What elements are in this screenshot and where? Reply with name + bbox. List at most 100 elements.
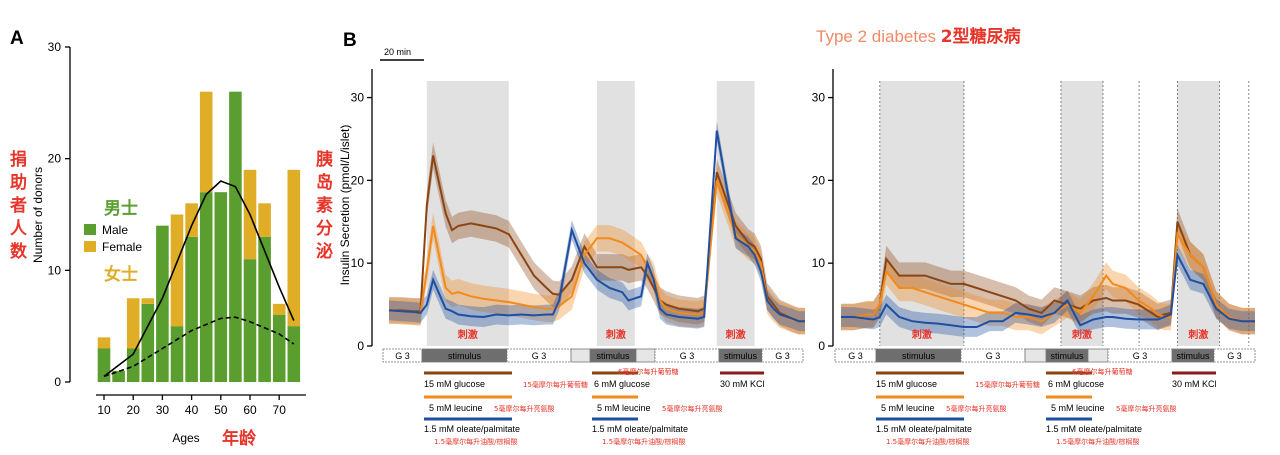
stimulus-shade [716, 81, 755, 346]
y-tick-label: 0 [54, 375, 61, 389]
left-cn-char-5: 数 [10, 241, 28, 262]
bar-female [170, 214, 184, 327]
legend-male-label: Male [102, 223, 128, 237]
protocol-segment [589, 348, 637, 363]
bar-male [272, 315, 286, 382]
glucose15-cn: 15毫摩尔每升葡萄糖 [523, 380, 588, 389]
panel-b-right-plot: 0 10 20 30 刺激 刺激 刺激 [812, 69, 1255, 353]
fit-curve-dashed [103, 316, 295, 378]
glucose6-label: 6 mM glucose [594, 379, 650, 389]
kcl-label: 30 mM KCl [720, 379, 765, 389]
oleate-label: 1.5 mM oleate/palmitate [1046, 424, 1142, 434]
bar-female [199, 91, 213, 193]
panel-b-title: Type 2 diabetes 2型糖尿病 [816, 26, 1021, 47]
x-tick-label: 60 [243, 403, 257, 417]
y-tick-label: 0 [357, 339, 364, 353]
male-cn-label: 男士 [104, 198, 138, 219]
legend-female-swatch [84, 241, 96, 252]
oleate-label: 1.5 mM oleate/palmitate [876, 424, 972, 434]
scale-bar-label: 20 min [384, 47, 411, 57]
series-line [389, 155, 805, 323]
series-error-band [841, 208, 1255, 335]
bar-male [97, 348, 111, 382]
female-cn-label: 女士 [104, 264, 138, 285]
bar-female [141, 298, 155, 304]
panel-a-right-cn: 胰 岛 素 分 泌 [316, 149, 333, 262]
right-cn-char-3: 素 [316, 196, 333, 216]
stimulus-cn-label: 刺激 [1071, 328, 1092, 341]
protocol-segment-label: stimulus [1176, 351, 1210, 361]
bar-male [243, 259, 257, 382]
protocol-segment-label: stimulus [724, 351, 758, 361]
legend-male-swatch [84, 224, 96, 235]
stimulus-shade [879, 81, 964, 346]
panel-a-axes: 0 10 20 30 10 20 30 40 50 60 70 [48, 40, 306, 417]
stimulus-cn-label: 刺激 [457, 328, 478, 341]
glucose15-label: 15 mM glucose [876, 379, 937, 389]
oleate-cn: 1.5毫摩尔每升油酸/棕榈酸 [1056, 437, 1140, 446]
stimulus-shade [597, 81, 635, 346]
bar-female [272, 303, 286, 315]
leucine-label: 5 mM leucine [881, 403, 935, 413]
protocol-segment-label: stimulus [448, 351, 482, 361]
stimulus-cn-label: 刺激 [725, 328, 746, 341]
panel-b-label: B [343, 30, 357, 51]
bar-male [258, 236, 271, 382]
protocol-segment-label: stimulus [1050, 351, 1084, 361]
protocol-segment-label: G 3 [395, 351, 410, 361]
x-tick-label: 40 [185, 403, 199, 417]
stimulus-cn-label: 刺激 [911, 328, 932, 341]
y-tick-label: 20 [48, 152, 62, 166]
bar-male [214, 192, 228, 382]
kcl-label: 30 mM KCl [1172, 379, 1217, 389]
series-error-band [389, 167, 805, 335]
panel-a-left-cn: 捐 助 者 人 数 [9, 149, 28, 262]
glucose6-label: 6 mM glucose [1048, 379, 1104, 389]
bar-female [185, 203, 198, 237]
protocol-segment-label: stimulus [902, 351, 936, 361]
oleate-label: 1.5 mM oleate/palmitate [424, 424, 520, 434]
leucine-cn: 5毫摩尔每升亮氨酸 [662, 404, 722, 413]
bar-female [287, 169, 301, 327]
protocol-segment-label: G 3 [532, 351, 547, 361]
protocol-segment-label: G 3 [775, 351, 790, 361]
series-line [841, 251, 1255, 328]
stimulus-cn-label: 刺激 [1187, 328, 1208, 341]
left-cn-char-3: 者 [9, 195, 27, 216]
protocol-segment-label: G 3 [848, 351, 863, 361]
x-tick-label: 30 [156, 403, 170, 417]
leucine-cn: 5毫摩尔每升亮氨酸 [494, 404, 554, 413]
protocol-segment-label: G 3 [1227, 351, 1242, 361]
left-cn-char-1: 捐 [10, 149, 27, 170]
fit-curve-solid [103, 180, 295, 378]
bar-male [156, 225, 169, 382]
panel-b-ylabel: Insulin Secretion (pmol/L/islet) [338, 125, 352, 286]
bar-male [170, 326, 184, 382]
oleate-cn: 1.5毫摩尔每升油酸/棕榈酸 [602, 437, 686, 446]
oleate-label: 1.5 mM oleate/palmitate [592, 424, 688, 434]
stimulus-cn-label: 刺激 [605, 328, 626, 341]
glucose15-label: 15 mM glucose [424, 379, 485, 389]
leucine-label: 5 mM leucine [597, 403, 651, 413]
left-cn-char-4: 人 [10, 219, 28, 239]
panel-a-xlabel: Ages [172, 431, 199, 445]
oleate-cn: 1.5毫摩尔每升油酸/棕榈酸 [886, 437, 970, 446]
series-error-band [389, 120, 805, 332]
leucine-label: 5 mM leucine [429, 403, 483, 413]
y-tick-label: 10 [351, 256, 365, 270]
leucine-cn: 5毫摩尔每升亮氨酸 [946, 404, 1006, 413]
protocol-segment [761, 348, 804, 363]
glucose6-cn: 6毫摩尔每升葡萄糖 [618, 367, 678, 376]
leucine-cn: 5毫摩尔每升亮氨酸 [1116, 404, 1176, 413]
bar-female [258, 203, 271, 237]
panel-a-bars [97, 91, 301, 383]
left-cn-char-2: 助 [10, 172, 27, 193]
y-tick-label: 10 [48, 263, 62, 277]
y-tick-label: 30 [48, 40, 62, 54]
panel-a-ylabel: Number of donors [31, 167, 45, 263]
bar-male [199, 192, 213, 382]
protocol-segment-label: G 3 [986, 351, 1001, 361]
bar-male [185, 236, 198, 382]
